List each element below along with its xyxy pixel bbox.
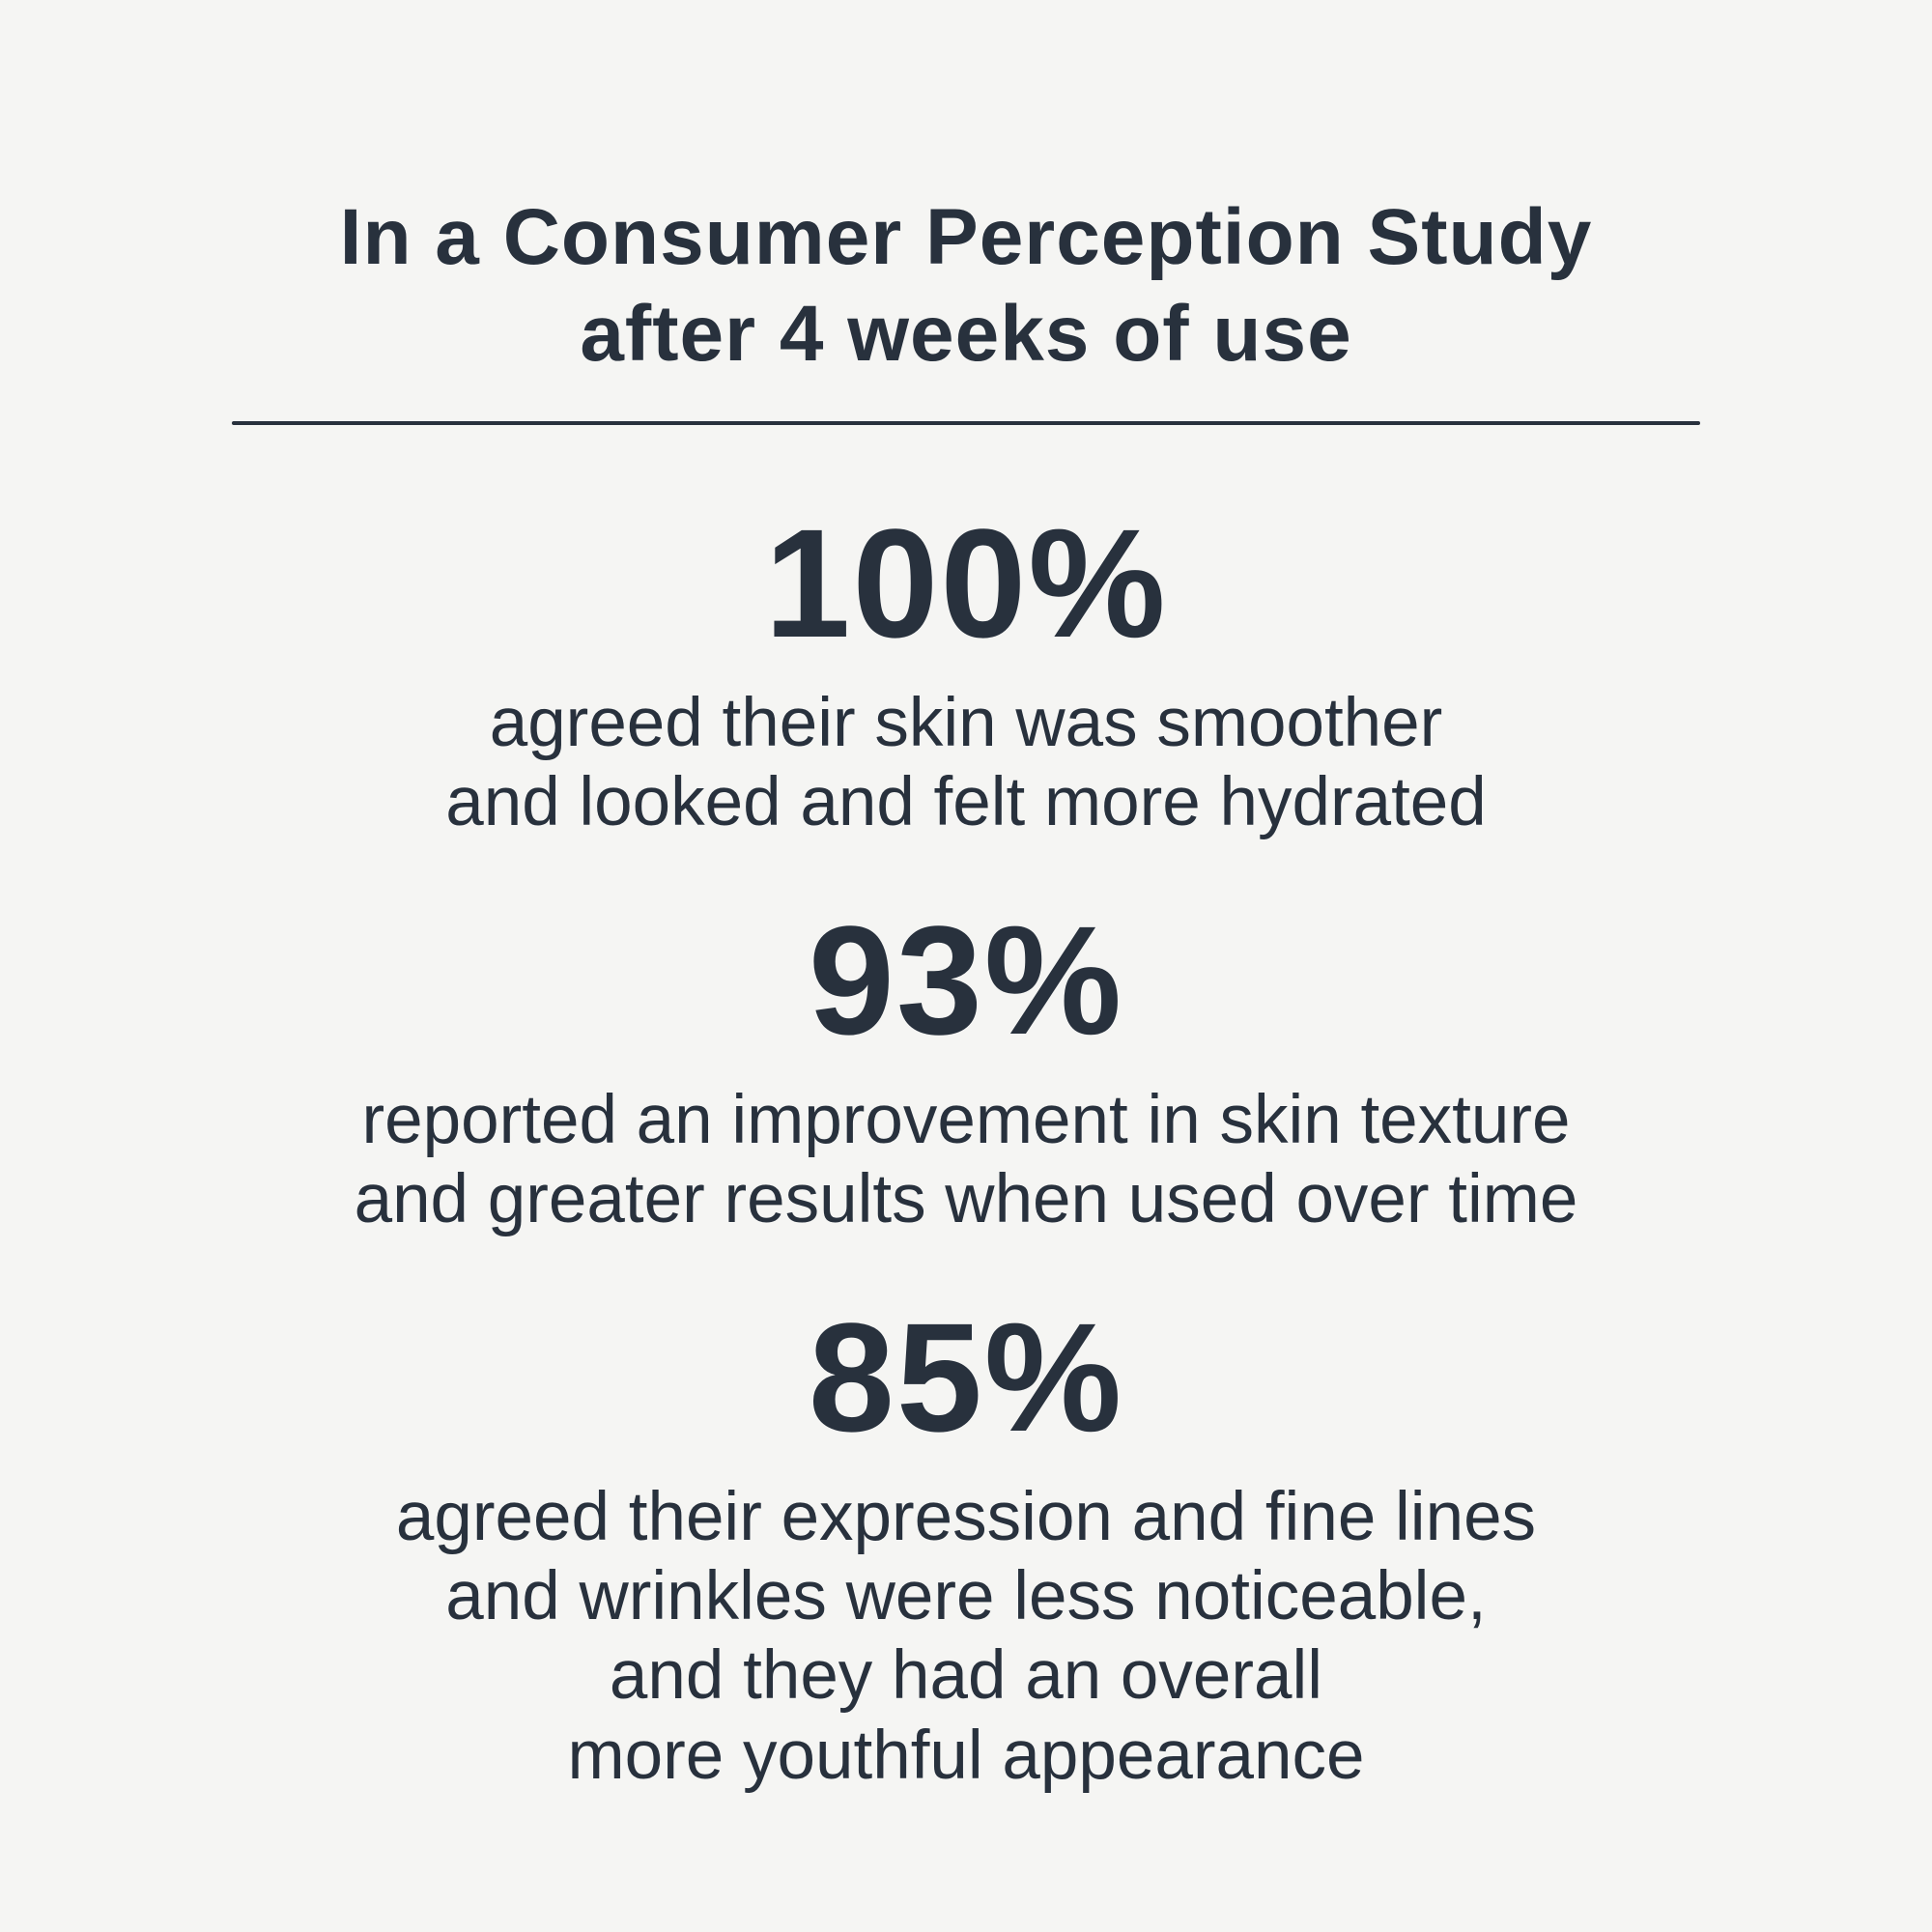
stat-description-line: and greater results when used over time [354, 1161, 1578, 1238]
page-title-line-2: after 4 weeks of use [580, 290, 1352, 379]
stat-value: 85% [808, 1290, 1124, 1463]
stat-value: 93% [808, 893, 1124, 1066]
stat-block-smoother-skin: 100% agreed their skin was smoother and … [0, 506, 1932, 843]
title-divider [232, 421, 1700, 426]
page-title: In a Consumer Perception Study after 4 w… [0, 0, 1932, 383]
stat-description-line: more youthful appearance [567, 1717, 1365, 1794]
page-title-line-1: In a Consumer Perception Study [339, 193, 1593, 281]
stat-description-line: reported an improvement in skin texture [361, 1081, 1571, 1158]
stat-block-fine-lines: 85% agreed their expression and fine lin… [0, 1290, 1932, 1796]
stat-description-line: agreed their skin was smoother [489, 685, 1443, 762]
stat-block-skin-texture: 93% reported an improvement in skin text… [0, 893, 1932, 1240]
stat-description: agreed their expression and fine lines a… [0, 1478, 1932, 1796]
stat-description-line: and wrinkles were less noticeable, [445, 1557, 1487, 1634]
stat-description: agreed their skin was smoother and looke… [0, 684, 1932, 843]
stat-value: 100% [764, 497, 1168, 670]
stat-description-line: and looked and felt more hydrated [445, 764, 1487, 841]
stat-description-line: agreed their expression and fine lines [395, 1478, 1537, 1555]
stat-description-line: and they had an overall [609, 1637, 1323, 1715]
stat-description: reported an improvement in skin texture … [0, 1081, 1932, 1240]
